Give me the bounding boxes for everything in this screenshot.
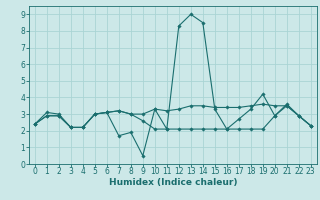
X-axis label: Humidex (Indice chaleur): Humidex (Indice chaleur) bbox=[108, 178, 237, 187]
